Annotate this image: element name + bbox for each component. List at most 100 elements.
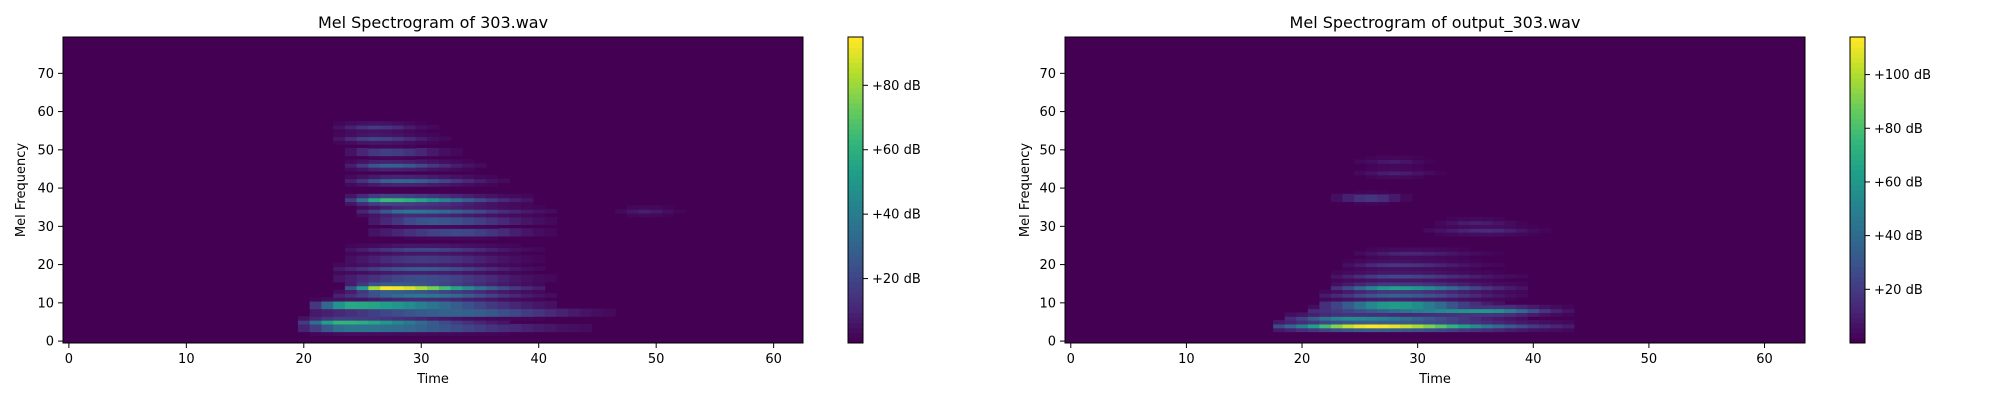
heatmap-cell	[1492, 228, 1505, 233]
heatmap-cell	[1377, 266, 1390, 271]
heatmap-cell	[333, 316, 346, 321]
heatmap-cell	[403, 331, 416, 336]
colorbar-segment	[848, 67, 863, 74]
heatmap-cell	[1388, 247, 1401, 252]
colorbar-segment	[848, 118, 863, 125]
heatmap-cell	[1365, 308, 1378, 313]
heatmap-cell	[1365, 155, 1378, 160]
heatmap-cell	[427, 220, 440, 226]
heatmap-cell	[485, 331, 499, 336]
heatmap-cell	[638, 205, 651, 210]
heatmap-cell	[356, 147, 369, 153]
colorbar-segment	[1850, 225, 1865, 232]
heatmap-cell	[521, 209, 534, 214]
heatmap-cell	[1365, 251, 1378, 256]
heatmap-cell	[333, 128, 346, 134]
y-tick-label: 60	[1039, 105, 1056, 120]
heatmap-cell	[1435, 312, 1448, 317]
heatmap-cell	[391, 285, 405, 291]
heatmap-cell	[1515, 293, 1529, 298]
heatmap-cell	[344, 320, 358, 325]
heatmap-cell	[427, 159, 440, 164]
colorbar-segment	[1850, 77, 1865, 84]
heatmap-cell	[380, 147, 393, 153]
heatmap-cell	[1377, 297, 1390, 302]
colorbar-segment	[848, 149, 863, 155]
heatmap-cell	[1388, 255, 1401, 260]
heatmap-cell	[462, 247, 475, 252]
heatmap-cell	[532, 220, 546, 226]
heatmap-cell	[462, 163, 475, 168]
heatmap-cell	[1365, 170, 1378, 176]
heatmap-cell	[380, 331, 393, 336]
heatmap-cell	[485, 228, 499, 233]
heatmap-cell	[497, 178, 510, 183]
x-tick-label: 40	[1525, 352, 1542, 367]
heatmap-cell	[1515, 320, 1529, 325]
heatmap-cell	[1377, 316, 1390, 321]
heatmap-cell	[544, 304, 557, 310]
heatmap-cell	[1400, 277, 1413, 283]
heatmap-cell	[462, 159, 475, 164]
heatmap-cell	[1400, 197, 1413, 203]
heatmap-cell	[368, 163, 381, 168]
heatmap-cell	[438, 193, 452, 199]
heatmap-cell	[1527, 320, 1540, 325]
heatmap-cell	[333, 300, 346, 306]
heatmap-cell	[403, 201, 416, 206]
heatmap-cell	[403, 304, 416, 310]
heatmap-cell	[380, 262, 393, 268]
heatmap-cell	[380, 289, 393, 294]
heatmap-cell	[1504, 316, 1517, 321]
heatmap-cell	[1411, 170, 1425, 176]
heatmap-cell	[1492, 274, 1505, 279]
heatmap-cell	[1446, 293, 1459, 298]
heatmap-cell	[1527, 308, 1540, 313]
heatmap-cell	[356, 270, 369, 275]
heatmap-cell	[1423, 300, 1436, 306]
heatmap-cell	[1481, 293, 1494, 298]
heatmap-cell	[497, 216, 510, 222]
heatmap-cell	[1504, 312, 1517, 317]
heatmap-cell	[1319, 327, 1332, 333]
colorbar-segment	[848, 200, 863, 206]
heatmap-cell	[415, 228, 428, 233]
heatmap-cell	[1319, 316, 1332, 321]
colorbar-segment	[848, 327, 863, 334]
heatmap-cell	[403, 320, 416, 325]
heatmap-cell	[1365, 285, 1378, 291]
heatmap-cell	[474, 274, 487, 279]
colorbar-segment	[848, 144, 863, 150]
heatmap-cell	[380, 243, 393, 248]
heatmap-cell	[438, 247, 452, 252]
heatmap-cell	[568, 323, 581, 329]
colorbar-segment	[1850, 266, 1865, 273]
heatmap-cell	[438, 316, 452, 321]
heatmap-cell	[1446, 274, 1459, 279]
heatmap-cell	[309, 327, 323, 333]
heatmap-cell	[1330, 323, 1344, 329]
heatmap-cell	[344, 178, 358, 183]
heatmap-cell	[403, 144, 416, 149]
heatmap-cell	[438, 270, 452, 275]
heatmap-cell	[1411, 277, 1425, 283]
heatmap-cell	[509, 270, 522, 275]
x-tick-label: 10	[1178, 352, 1195, 367]
heatmap-cell	[438, 159, 452, 164]
heatmap-cell	[403, 251, 416, 256]
heatmap-cell	[1435, 300, 1448, 306]
heatmap-cell	[462, 323, 475, 329]
heatmap-cell	[462, 297, 475, 302]
heatmap-cell	[415, 220, 428, 226]
heatmap-cell	[521, 327, 534, 333]
heatmap-cell	[450, 297, 463, 302]
heatmap-cell	[1423, 308, 1436, 313]
heatmap-cell	[438, 300, 452, 306]
heatmap-cell	[532, 289, 546, 294]
heatmap-cell	[309, 300, 323, 306]
heatmap-cell	[497, 212, 510, 218]
heatmap-cell	[509, 327, 522, 333]
heatmap-cell	[1527, 304, 1540, 310]
heatmap-cell	[1342, 293, 1355, 298]
colorbar-tick-label: +80 dB	[1874, 122, 1923, 137]
